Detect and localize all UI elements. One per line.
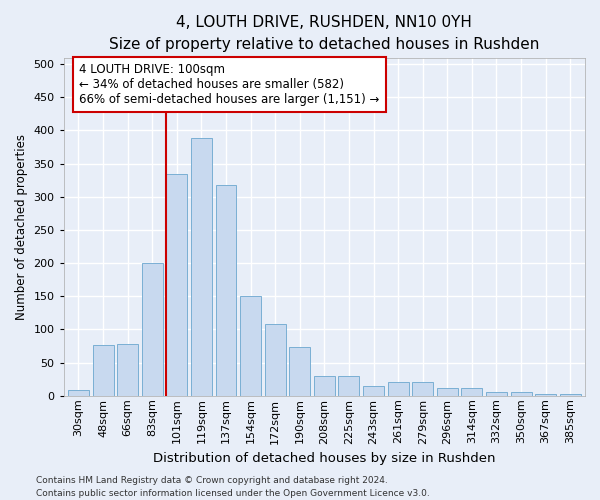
Bar	[461, 388, 482, 396]
Bar	[535, 394, 556, 396]
Bar	[437, 388, 458, 396]
Bar	[412, 382, 433, 396]
Text: 4 LOUTH DRIVE: 100sqm
← 34% of detached houses are smaller (582)
66% of semi-det: 4 LOUTH DRIVE: 100sqm ← 34% of detached …	[79, 62, 380, 106]
Bar	[68, 390, 89, 396]
Bar	[166, 174, 187, 396]
Bar	[265, 324, 286, 396]
Bar	[92, 344, 113, 396]
Bar	[511, 392, 532, 396]
Bar	[117, 344, 138, 396]
Bar	[191, 138, 212, 396]
Bar	[240, 296, 261, 396]
X-axis label: Distribution of detached houses by size in Rushden: Distribution of detached houses by size …	[153, 452, 496, 465]
Bar	[142, 263, 163, 396]
Bar	[486, 392, 507, 396]
Bar	[388, 382, 409, 396]
Bar	[560, 394, 581, 396]
Bar	[363, 386, 384, 396]
Text: Contains HM Land Registry data © Crown copyright and database right 2024.
Contai: Contains HM Land Registry data © Crown c…	[36, 476, 430, 498]
Y-axis label: Number of detached properties: Number of detached properties	[15, 134, 28, 320]
Bar	[338, 376, 359, 396]
Bar	[215, 185, 236, 396]
Title: 4, LOUTH DRIVE, RUSHDEN, NN10 0YH
Size of property relative to detached houses i: 4, LOUTH DRIVE, RUSHDEN, NN10 0YH Size o…	[109, 15, 539, 52]
Bar	[289, 348, 310, 396]
Bar	[314, 376, 335, 396]
